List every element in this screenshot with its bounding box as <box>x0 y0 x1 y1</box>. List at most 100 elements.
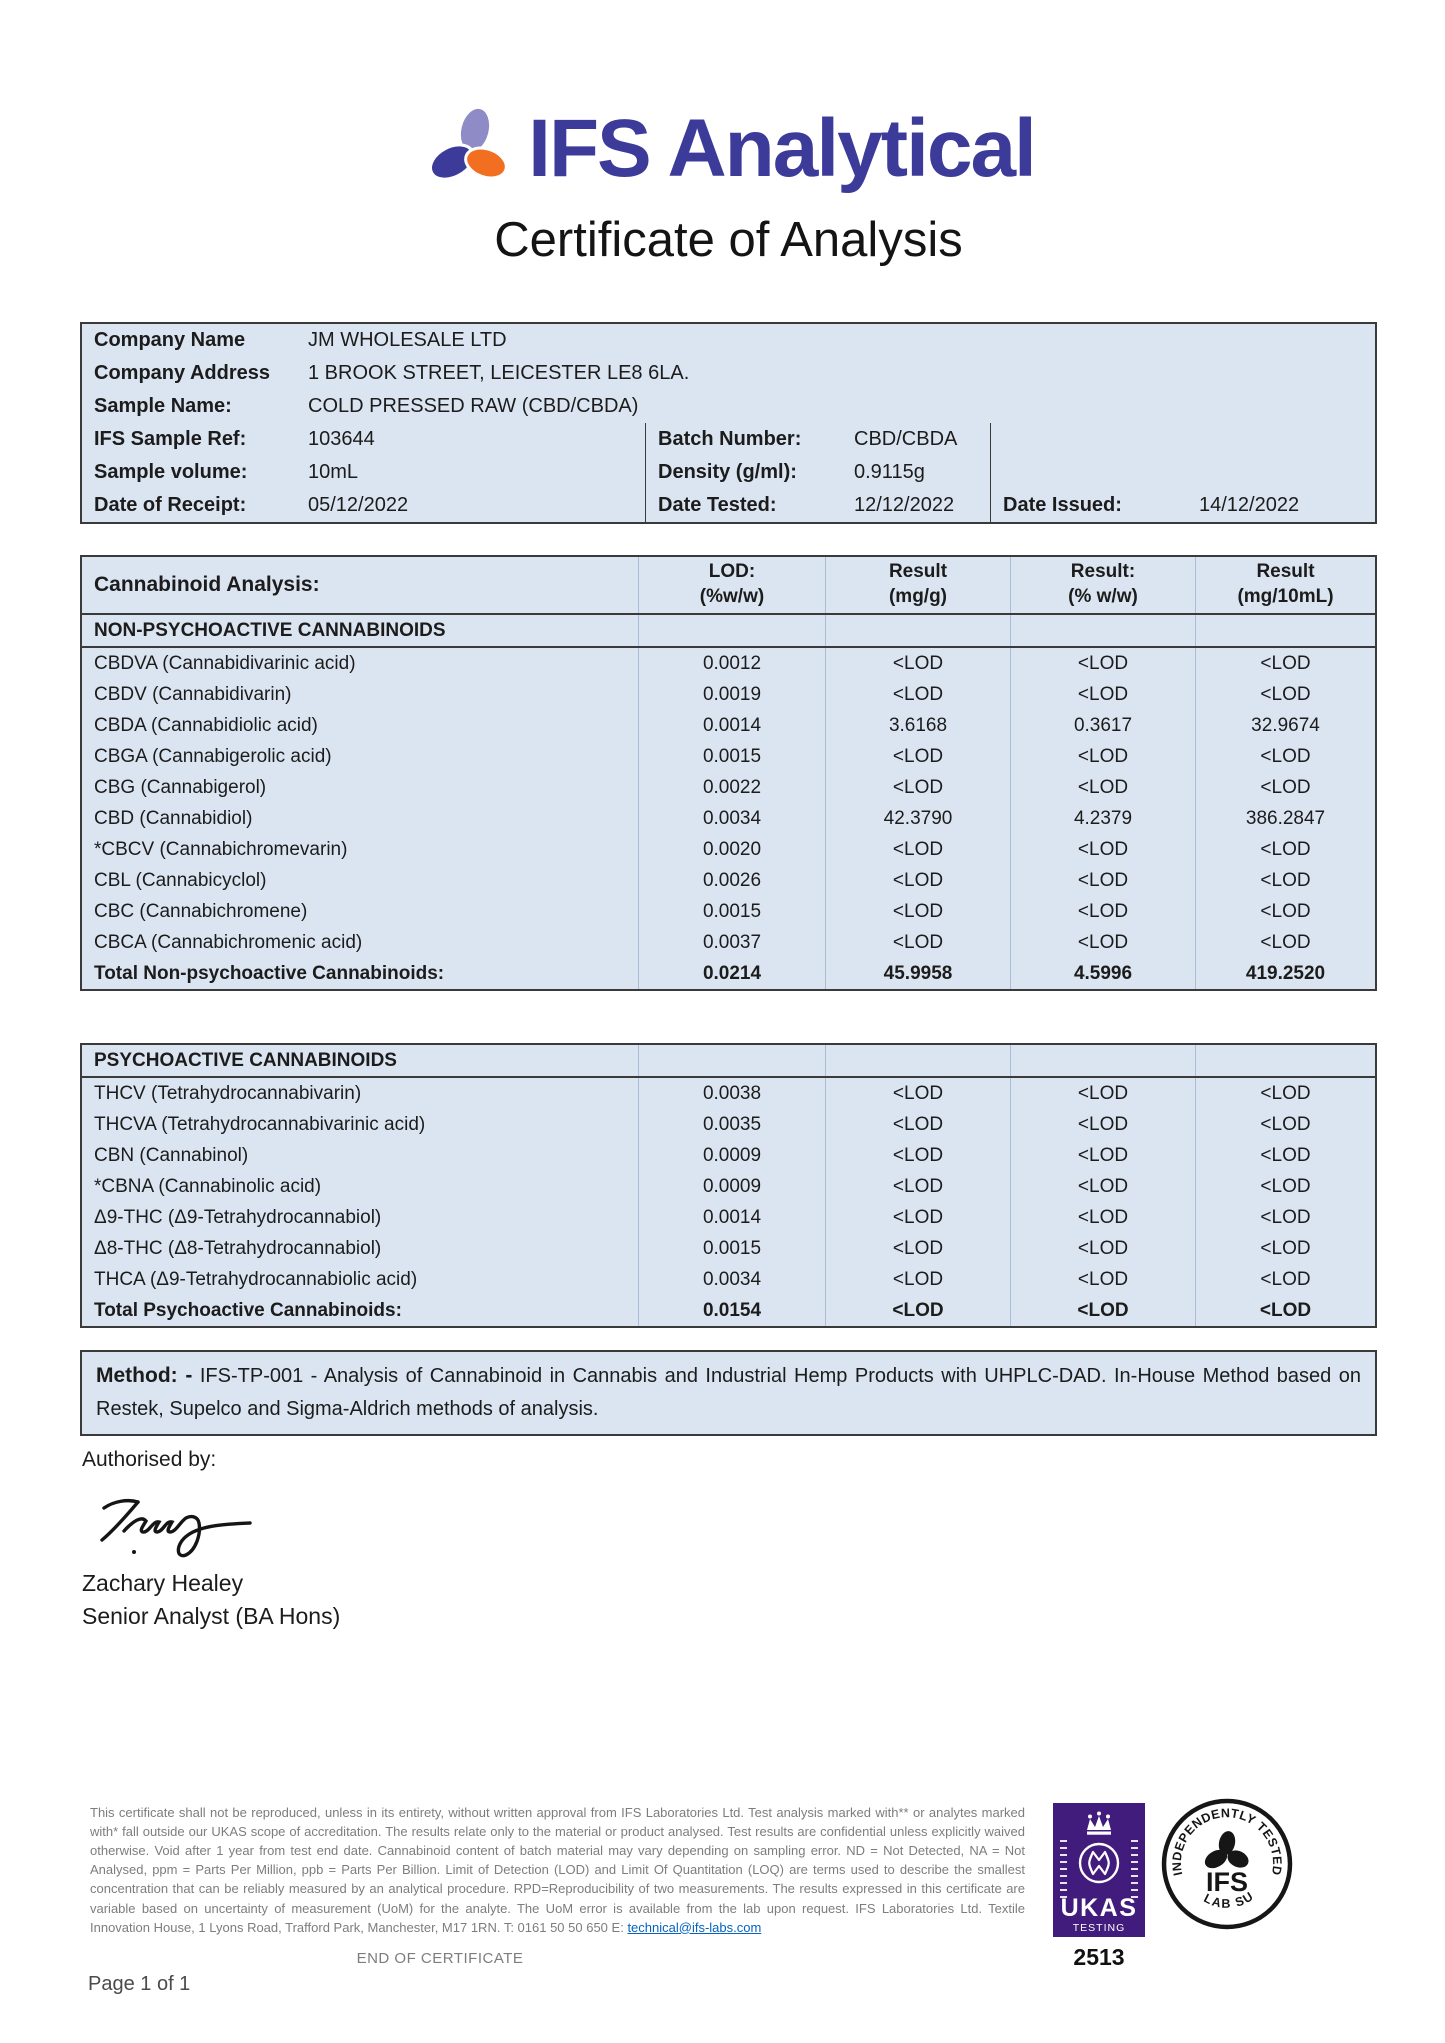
total-label: Total Psychoactive Cannabinoids: <box>94 1299 402 1321</box>
table-row: *CBCV (Cannabichromevarin) 0.0020 <LOD <… <box>82 834 1375 865</box>
result-mg-10ml: 386.2847 <box>1195 803 1375 834</box>
info-value: 10mL <box>308 461 359 483</box>
empty-cell <box>1010 615 1195 646</box>
result-pct-ww: <LOD <box>1010 927 1195 958</box>
result-mg-g: <LOD <box>825 1202 1010 1233</box>
info-value: 14/12/2022 <box>1199 494 1300 516</box>
table-row: Δ9-THC (Δ9-Tetrahydrocannabiol) 0.0014 <… <box>82 1202 1375 1233</box>
result-pct-ww: <LOD <box>1010 1171 1195 1202</box>
result-mg-g: <LOD <box>825 927 1010 958</box>
lod-value: 0.0022 <box>638 772 825 803</box>
result-mg-g: <LOD <box>825 1264 1010 1295</box>
svg-text:UKAS: UKAS <box>1061 1894 1138 1922</box>
info-label: Density (g/ml): <box>645 456 850 489</box>
result-pct-ww: <LOD <box>1010 679 1195 710</box>
result-mg-g: <LOD <box>825 865 1010 896</box>
non-psychoactive-table: Cannabinoid Analysis: LOD: (%w/w) Result… <box>80 555 1377 991</box>
result-pct-ww: <LOD <box>1010 1078 1195 1109</box>
analyte-name: Δ9-THC (Δ9-Tetrahydrocannabiol) <box>94 1206 382 1228</box>
result-mg-g: <LOD <box>825 741 1010 772</box>
table-row: THCV (Tetrahydrocannabivarin) 0.0038 <LO… <box>82 1078 1375 1109</box>
result-mg-g: <LOD <box>825 834 1010 865</box>
header: IFS Analytical Certificate of Analysis <box>80 104 1377 268</box>
ukas-number: 2513 <box>1073 1944 1125 1970</box>
result-mg-g: <LOD <box>825 1140 1010 1171</box>
lod-value: 0.0037 <box>638 927 825 958</box>
analyte-name: CBD (Cannabidiol) <box>94 807 253 829</box>
table-row: CBGA (Cannabigerolic acid) 0.0015 <LOD <… <box>82 741 1375 772</box>
result-pct-ww: <LOD <box>1010 1202 1195 1233</box>
svg-text:TESTING: TESTING <box>1073 1922 1126 1934</box>
table-row: CBC (Cannabichromene) 0.0015 <LOD <LOD <… <box>82 896 1375 927</box>
column-header-line: (%w/w) <box>699 586 765 607</box>
info-label: Date Issued: <box>990 489 1195 522</box>
total-pct-ww: <LOD <box>1010 1295 1195 1326</box>
method-box: Method: - IFS-TP-001 - Analysis of Canna… <box>80 1350 1377 1436</box>
total-lod: 0.0214 <box>638 958 825 989</box>
result-pct-ww: <LOD <box>1010 741 1195 772</box>
section-header-row: NON-PSYCHOACTIVE CANNABINOIDS <box>82 615 1375 648</box>
analyte-name: THCV (Tetrahydrocannabivarin) <box>94 1082 362 1104</box>
column-header-line: (% w/w) <box>1068 586 1138 607</box>
table-row: CBG (Cannabigerol) 0.0022 <LOD <LOD <LOD <box>82 772 1375 803</box>
result-mg-10ml: <LOD <box>1195 648 1375 679</box>
result-mg-g: <LOD <box>825 1233 1010 1264</box>
info-value: 103644 <box>308 428 375 450</box>
empty-cell <box>825 1045 1010 1076</box>
total-lod: 0.0154 <box>638 1295 825 1326</box>
technical-email-link[interactable]: technical@ifs-labs.com <box>627 1919 762 1935</box>
section-title: NON-PSYCHOACTIVE CANNABINOIDS <box>94 619 446 641</box>
empty-cell <box>825 615 1010 646</box>
table-row: CBDVA (Cannabidivarinic acid) 0.0012 <LO… <box>82 648 1375 679</box>
lod-value: 0.0034 <box>638 803 825 834</box>
trefoil-logo-icon <box>429 105 508 181</box>
analyte-name: CBN (Cannabinol) <box>94 1144 249 1166</box>
result-mg-10ml: <LOD <box>1195 927 1375 958</box>
section-header-row: PSYCHOACTIVE CANNABINOIDS <box>82 1045 1375 1078</box>
analyst-role: Senior Analyst (BA Hons) <box>82 1603 341 1629</box>
result-mg-g: <LOD <box>825 679 1010 710</box>
result-pct-ww: <LOD <box>1010 1233 1195 1264</box>
total-mg-g: 45.9958 <box>825 958 1010 989</box>
svg-text:IFS: IFS <box>1206 1867 1248 1897</box>
result-mg-10ml: <LOD <box>1195 1140 1375 1171</box>
method-label: Method: - <box>96 1364 193 1387</box>
column-header-line: (mg/g) <box>888 586 948 607</box>
analyte-name: CBL (Cannabicyclol) <box>94 869 267 891</box>
empty-cell <box>1195 615 1375 646</box>
end-of-certificate-label: END OF CERTIFICATE <box>356 1950 524 1967</box>
stamp-trefoil-icon <box>1204 1831 1249 1869</box>
lod-value: 0.0015 <box>638 896 825 927</box>
column-header-line: Result <box>1256 561 1315 583</box>
result-pct-ww: <LOD <box>1010 1264 1195 1295</box>
info-label: Date Tested: <box>645 489 850 522</box>
result-mg-g: <LOD <box>825 896 1010 927</box>
ukas-logo-icon: UKAS TESTING <box>1053 1803 1145 1937</box>
table-row: THCA (Δ9-Tetrahydrocannabiolic acid) 0.0… <box>82 1264 1375 1295</box>
section-title: PSYCHOACTIVE CANNABINOIDS <box>94 1049 397 1071</box>
ukas-testing-logo: UKAS TESTING <box>1053 1803 1145 1937</box>
result-mg-g: 42.3790 <box>825 803 1010 834</box>
lod-value: 0.0035 <box>638 1109 825 1140</box>
column-header-line: Result: <box>1070 561 1136 583</box>
result-pct-ww: 0.3617 <box>1010 710 1195 741</box>
analysis-header-row: Cannabinoid Analysis: LOD: (%w/w) Result… <box>82 557 1375 615</box>
signature-icon <box>100 1498 252 1558</box>
info-label <box>990 423 1195 456</box>
total-mg-10ml: 419.2520 <box>1195 958 1375 989</box>
info-value: JM WHOLESALE LTD <box>308 329 507 351</box>
info-label: Date of Receipt: <box>94 494 247 516</box>
info-value: 12/12/2022 <box>854 494 955 516</box>
result-mg-10ml: 32.9674 <box>1195 710 1375 741</box>
authorisation-block: Authorised by: Zachary Healey Senior Ana… <box>82 1448 340 1630</box>
info-row: Company Address 1 BROOK STREET, LEICESTE… <box>82 357 1375 390</box>
result-pct-ww: <LOD <box>1010 772 1195 803</box>
table-row: *CBNA (Cannabinolic acid) 0.0009 <LOD <L… <box>82 1171 1375 1202</box>
analyte-name: *CBCV (Cannabichromevarin) <box>94 838 348 860</box>
column-header-line: Result <box>888 561 948 583</box>
info-value <box>1195 456 1375 489</box>
empty-cell <box>1195 1045 1375 1076</box>
result-mg-10ml: <LOD <box>1195 1078 1375 1109</box>
lod-value: 0.0014 <box>638 710 825 741</box>
